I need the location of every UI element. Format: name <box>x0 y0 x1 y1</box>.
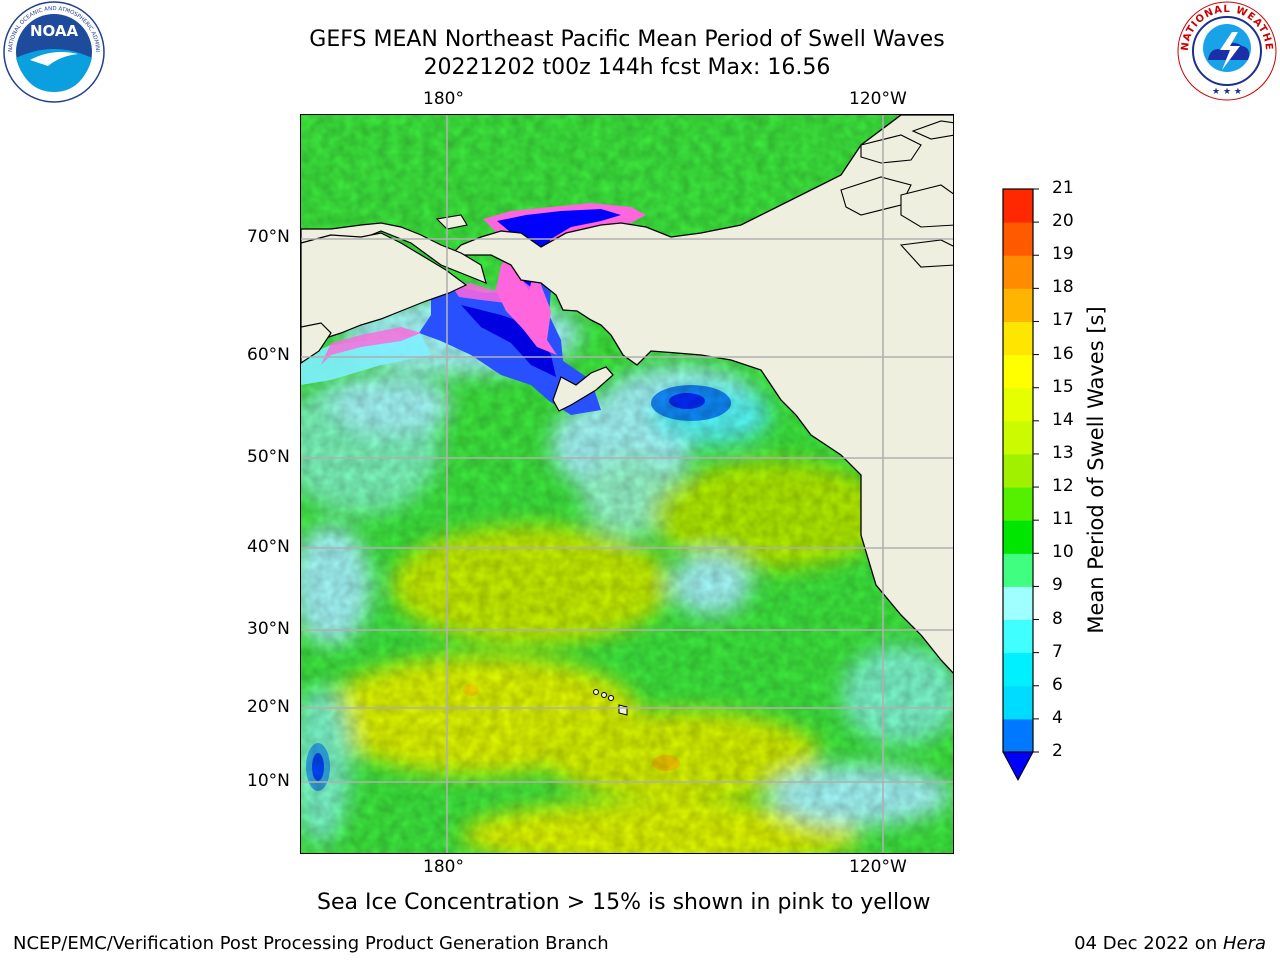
footer-credit: NCEP/EMC/Verification Post Processing Pr… <box>13 933 609 954</box>
lat-label-60n: 60°N <box>247 345 290 365</box>
colorbar-tick-label: 14 <box>1052 409 1074 430</box>
colorbar-swatch <box>1003 487 1033 521</box>
colorbar-swatch <box>1003 685 1033 720</box>
footer-host: Hera <box>1222 933 1266 954</box>
lat-label-30n: 30°N <box>247 619 290 639</box>
colorbar-swatch <box>1003 652 1033 687</box>
colorbar-tick-label: 19 <box>1052 244 1074 265</box>
lat-label-50n: 50°N <box>247 447 290 467</box>
colorbar-swatch <box>1003 553 1033 587</box>
colorbar-tick-label: 15 <box>1052 376 1074 397</box>
colorbar-swatch <box>1003 718 1033 753</box>
colorbar-under-arrow <box>1002 751 1034 782</box>
colorbar-tick-label: 8 <box>1052 608 1063 629</box>
lon-label-bottom-120w: 120°W <box>849 857 907 877</box>
colorbar-title: Mean Period of Swell Waves [s] <box>1084 306 1108 634</box>
graticule <box>301 115 953 853</box>
colorbar-tick-label: 17 <box>1052 310 1074 331</box>
svg-text:★ ★ ★: ★ ★ ★ <box>1212 87 1242 97</box>
lon-label-top-120w: 120°W <box>849 89 907 109</box>
lat-label-70n: 70°N <box>247 227 290 247</box>
colorbar-swatch <box>1003 255 1033 289</box>
colorbar-swatch <box>1003 586 1033 621</box>
lat-label-20n: 20°N <box>247 697 290 717</box>
lat-label-10n: 10°N <box>247 771 290 791</box>
colorbar-tick-label: 18 <box>1052 277 1074 298</box>
sea-ice-caption: Sea Ice Concentration > 15% is shown in … <box>317 890 931 915</box>
lon-label-bottom-180: 180° <box>423 857 464 877</box>
colorbar-swatch <box>1003 222 1033 256</box>
colorbar-frame <box>1002 188 1034 753</box>
colorbar-tick-label: 12 <box>1052 476 1074 497</box>
colorbar-swatch <box>1003 189 1033 223</box>
colorbar-tick-label: 21 <box>1052 178 1074 198</box>
colorbar-swatch <box>1003 453 1033 488</box>
colorbar-swatch <box>1003 354 1033 389</box>
colorbar-tick-label: 4 <box>1052 707 1063 728</box>
colorbar-tick-label: 9 <box>1052 575 1063 596</box>
colorbar-tick-label: 13 <box>1052 442 1074 463</box>
colorbar-swatch <box>1003 387 1033 422</box>
land-siberia <box>301 222 487 285</box>
lon-label-top-180: 180° <box>423 89 464 109</box>
colorbar-swatch <box>1003 520 1033 554</box>
footer-date-text: 04 Dec 2022 on <box>1074 933 1223 954</box>
swell-period-map <box>300 114 954 854</box>
colorbar <box>1002 188 1039 782</box>
nws-logo: NATIONAL WEATHER SERVICE ★ ★ ★ <box>1172 0 1278 102</box>
colorbar-swatch <box>1003 288 1033 322</box>
hawaii-islands <box>593 689 628 716</box>
colorbar-tick-label: 7 <box>1052 641 1063 662</box>
colorbar-tick-label: 2 <box>1052 741 1063 761</box>
noaa-logo-text: NOAA <box>30 22 79 40</box>
colorbar-swatch <box>1003 420 1033 455</box>
colorbar-tick-label: 11 <box>1052 509 1074 530</box>
lat-label-40n: 40°N <box>247 537 290 557</box>
colorbar-tick-label: 20 <box>1052 211 1074 232</box>
colorbar-swatch <box>1003 321 1033 356</box>
land-north-america <box>449 115 953 674</box>
footer-date: 04 Dec 2022 on Hera <box>1074 933 1266 954</box>
noaa-logo: NOAA NATIONAL OCEANIC AND ATMOSPHERIC AD… <box>0 0 106 104</box>
colorbar-swatch <box>1003 619 1033 654</box>
colorbar-tick-label: 6 <box>1052 674 1063 695</box>
colorbar-tick-label: 10 <box>1052 542 1074 563</box>
title-line-2: 20221202 t00z 144h fcst Max: 16.56 <box>423 55 831 80</box>
colorbar-tick-label: 16 <box>1052 343 1074 364</box>
title-line-1: GEFS MEAN Northeast Pacific Mean Period … <box>309 27 945 52</box>
